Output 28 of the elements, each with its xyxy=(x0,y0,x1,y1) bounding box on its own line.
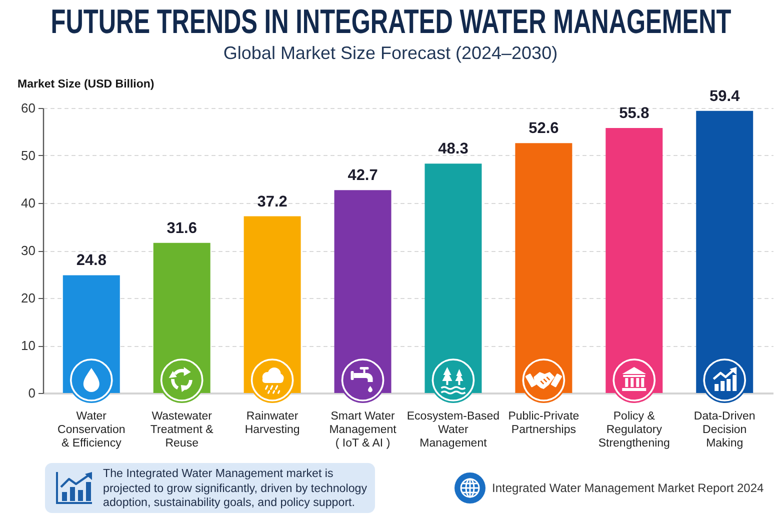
text: Integrated Water Management Market Report 2024 xyxy=(492,480,764,496)
y-tick-label: 60 xyxy=(21,100,36,116)
text: The Integrated Water Management market is projected to grow significantly, driven by technology adoption, sustainability goals, and policy support. xyxy=(103,467,368,510)
x-tick-label: Data-Driven Decision Making xyxy=(694,410,756,450)
y-axis-title: Market Size (USD Billion) xyxy=(18,78,154,90)
chart-title: FUTURE TRENDS IN INTEGRATED WATER MANAGEMENT xyxy=(50,3,731,41)
x-tick-label: Wastewater Treatment & Reuse xyxy=(150,410,214,450)
x-tick-label: Rainwater Harvesting xyxy=(244,410,300,436)
y-tick-label: 30 xyxy=(21,243,36,258)
data-label: 31.6 xyxy=(166,220,198,237)
data-label: 52.6 xyxy=(528,120,560,138)
data-label: 48.3 xyxy=(438,140,469,158)
y-tick-label: 50 xyxy=(21,148,36,163)
y-tick-label: 0 xyxy=(28,386,36,400)
x-tick-label: Smart Water Management ( IoT & AI ) xyxy=(329,410,398,450)
y-tick-label: 40 xyxy=(21,196,36,210)
chart-subtitle: Global Market Size Forecast (2024–2030) xyxy=(222,42,559,64)
data-label: 59.4 xyxy=(710,88,740,105)
data-label: 37.2 xyxy=(257,193,288,210)
data-label: 24.8 xyxy=(76,252,107,270)
x-tick-label: Policy & Regulatory Strengthening xyxy=(598,410,670,450)
data-label: 55.8 xyxy=(619,104,650,122)
x-tick-label: Water Conservation & Efficiency xyxy=(58,410,126,450)
x-tick-label: Ecosystem-Based Water Management xyxy=(406,410,500,450)
x-tick-label: Public-Private Partnerships xyxy=(508,410,580,436)
y-tick-label: 20 xyxy=(21,290,36,306)
y-tick-label: 10 xyxy=(21,338,36,353)
data-label: 42.7 xyxy=(348,167,378,184)
